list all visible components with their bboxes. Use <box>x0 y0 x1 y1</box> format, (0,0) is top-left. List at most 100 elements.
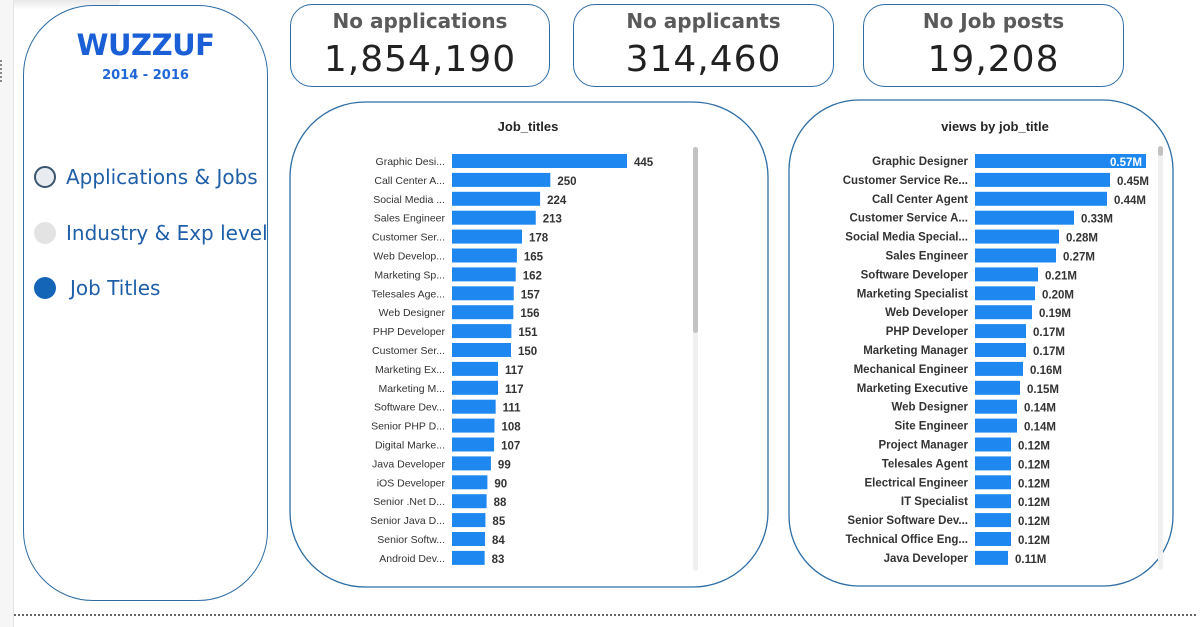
bar[interactable] <box>452 418 495 433</box>
bar[interactable] <box>975 324 1026 339</box>
bar[interactable] <box>452 437 495 452</box>
bar[interactable] <box>975 267 1038 282</box>
data-label: 0.12M <box>1018 478 1050 490</box>
category-label: Call Center Agent <box>872 194 968 206</box>
bar[interactable] <box>975 532 1011 546</box>
category-label: Social Media ... <box>373 194 445 206</box>
data-label: 224 <box>547 195 567 207</box>
collapse-handle-icon[interactable] <box>0 60 3 82</box>
data-label: 117 <box>505 384 524 396</box>
category-label: Senior .Net D... <box>373 496 445 508</box>
logo-years: 2014 - 2016 <box>102 68 189 83</box>
radio-gray-icon <box>34 222 56 244</box>
data-label: 85 <box>492 516 505 528</box>
data-label: 88 <box>494 497 507 509</box>
data-label: 0.21M <box>1045 270 1077 282</box>
data-label: 107 <box>501 441 520 453</box>
kpi-card-applicants: No applicants 314,460 <box>573 4 834 87</box>
scrollbar-track[interactable] <box>1158 146 1163 570</box>
data-label: 90 <box>494 478 507 490</box>
bar[interactable] <box>452 191 541 206</box>
nav-item-industry-exp-level[interactable]: Industry & Exp level <box>34 221 268 245</box>
data-label: 157 <box>521 289 540 301</box>
data-label: 0.12M <box>1018 497 1050 509</box>
data-label: 117 <box>505 365 524 377</box>
category-label: Digital Marke... <box>375 440 445 452</box>
bar[interactable] <box>452 380 499 395</box>
bar[interactable] <box>452 343 511 357</box>
category-label: PHP Developer <box>373 326 446 338</box>
bar[interactable] <box>975 494 1011 509</box>
bar[interactable] <box>975 437 1011 452</box>
category-label: Web Develop... <box>373 251 445 263</box>
bar[interactable] <box>975 343 1026 357</box>
bar[interactable] <box>452 494 487 509</box>
radio-selected-icon <box>34 277 56 299</box>
category-label: Technical Office Eng... <box>846 534 968 546</box>
bar[interactable] <box>452 475 488 490</box>
wuzzuf-logo: WUZZUF <box>76 28 215 62</box>
data-label: 445 <box>634 157 654 169</box>
bar[interactable] <box>975 172 1110 187</box>
category-label: Marketing Manager <box>863 345 968 357</box>
bar[interactable] <box>452 210 536 225</box>
category-label: Customer Service Re... <box>843 175 968 187</box>
data-label: 0.12M <box>1018 516 1050 528</box>
bar[interactable] <box>452 229 522 244</box>
page-bottom-divider <box>14 614 1196 616</box>
bar[interactable] <box>975 456 1011 471</box>
data-label: 156 <box>520 308 539 320</box>
category-label: Web Developer <box>885 307 968 319</box>
bar[interactable] <box>975 399 1017 414</box>
category-label: Site Engineer <box>895 421 969 433</box>
bar[interactable] <box>452 532 486 546</box>
data-label: 108 <box>501 422 521 434</box>
scrollbar-thumb[interactable] <box>1158 146 1163 156</box>
nav-item-applications-jobs[interactable]: Applications & Jobs <box>34 165 258 189</box>
radio-outline-icon <box>34 166 56 188</box>
nav-item-job-titles[interactable]: Job Titles <box>34 276 160 300</box>
bar[interactable] <box>975 154 1146 168</box>
data-label: 0.14M <box>1024 403 1056 415</box>
category-label: PHP Developer <box>886 326 969 338</box>
bar[interactable] <box>975 513 1011 528</box>
bar[interactable] <box>452 305 514 320</box>
data-label: 84 <box>492 535 505 547</box>
bar[interactable] <box>975 286 1035 301</box>
bar[interactable] <box>452 286 514 301</box>
category-label: Project Manager <box>879 440 969 452</box>
bar[interactable] <box>975 475 1011 490</box>
bar[interactable] <box>975 248 1056 263</box>
bar[interactable] <box>452 248 517 263</box>
bar[interactable] <box>452 324 512 339</box>
category-label: Customer Ser... <box>372 345 445 357</box>
category-label: Senior Software Dev... <box>847 515 968 527</box>
bar[interactable] <box>452 456 491 471</box>
data-label: 213 <box>543 214 562 226</box>
bar[interactable] <box>975 210 1074 225</box>
bar[interactable] <box>452 172 551 187</box>
kpi-label: No applicants <box>626 9 781 33</box>
bar[interactable] <box>975 305 1032 320</box>
scrollbar-thumb[interactable] <box>693 147 698 333</box>
bar[interactable] <box>452 267 516 282</box>
bar[interactable] <box>452 399 496 414</box>
data-label: 83 <box>492 554 505 566</box>
job-titles-chart-card: Job_titles Graphic Desi... 445 Call Center … <box>289 101 769 588</box>
data-label: 0.12M <box>1018 441 1050 453</box>
category-label: Marketing Executive <box>857 383 968 395</box>
bar[interactable] <box>975 229 1059 244</box>
bar[interactable] <box>975 191 1107 206</box>
chart-card-border <box>289 101 769 588</box>
bar[interactable] <box>452 361 499 376</box>
data-label: 151 <box>518 327 538 339</box>
views-chart-card: views by job_title Graphic Designer 0.57M C… <box>788 99 1174 587</box>
category-label: Graphic Desi... <box>376 156 445 168</box>
bar[interactable] <box>975 418 1017 433</box>
bar[interactable] <box>452 154 627 168</box>
bar[interactable] <box>452 513 486 528</box>
bar[interactable] <box>975 380 1020 395</box>
bar[interactable] <box>452 550 485 565</box>
bar[interactable] <box>975 550 1008 565</box>
bar[interactable] <box>975 361 1023 376</box>
